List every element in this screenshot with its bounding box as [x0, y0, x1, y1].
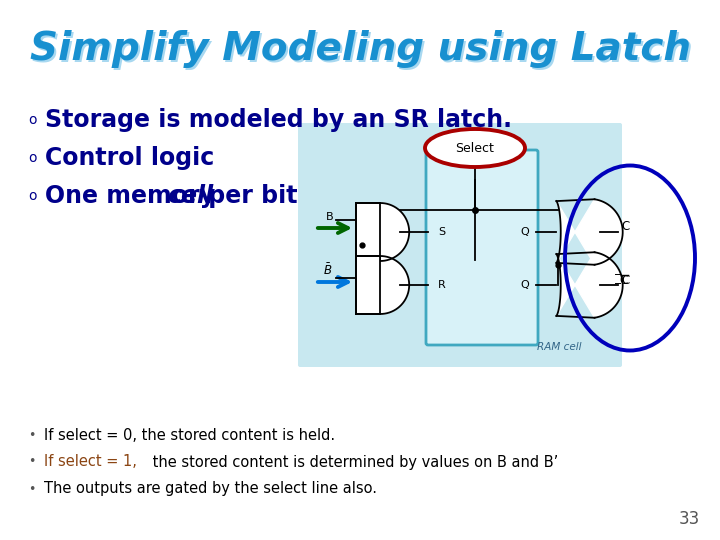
FancyBboxPatch shape — [426, 150, 538, 345]
Text: Control logic: Control logic — [45, 146, 215, 170]
Text: Simplify Modeling using Latch: Simplify Modeling using Latch — [32, 32, 693, 70]
Polygon shape — [557, 199, 623, 265]
Bar — [356, 203, 380, 261]
Text: •: • — [28, 483, 35, 496]
Polygon shape — [380, 203, 409, 261]
Text: o: o — [28, 189, 37, 203]
Text: Select: Select — [456, 141, 495, 154]
Polygon shape — [380, 256, 409, 314]
Text: Storage is modeled by an SR latch.: Storage is modeled by an SR latch. — [45, 108, 512, 132]
Text: B: B — [326, 212, 333, 222]
Text: ̅C: ̅C — [621, 273, 629, 287]
Text: RAM cell: RAM cell — [537, 342, 582, 352]
Text: o: o — [28, 113, 37, 127]
Ellipse shape — [425, 129, 525, 167]
Text: R: R — [438, 280, 446, 290]
Text: If select = 1,: If select = 1, — [44, 455, 137, 469]
Text: $\bar{B}$: $\bar{B}$ — [323, 262, 333, 278]
Text: cell: cell — [167, 184, 213, 208]
Text: •: • — [28, 456, 35, 469]
Text: o: o — [28, 151, 37, 165]
Text: The outputs are gated by the select line also.: The outputs are gated by the select line… — [44, 482, 377, 496]
Text: One memory: One memory — [45, 184, 223, 208]
Text: per bit: per bit — [200, 184, 297, 208]
Text: Simplify Modeling using Latch: Simplify Modeling using Latch — [30, 30, 690, 68]
Bar — [356, 256, 380, 314]
Text: S: S — [438, 227, 445, 237]
Text: C: C — [621, 273, 629, 287]
Text: •: • — [28, 429, 35, 442]
Text: Q: Q — [520, 227, 528, 237]
Text: Q: Q — [520, 280, 528, 290]
Text: 33: 33 — [679, 510, 700, 528]
FancyBboxPatch shape — [298, 123, 622, 367]
Text: the stored content is determined by values on B and B’: the stored content is determined by valu… — [148, 455, 558, 469]
Text: C: C — [621, 220, 629, 233]
Text: If select = 0, the stored content is held.: If select = 0, the stored content is hel… — [44, 428, 335, 442]
Polygon shape — [557, 252, 623, 318]
